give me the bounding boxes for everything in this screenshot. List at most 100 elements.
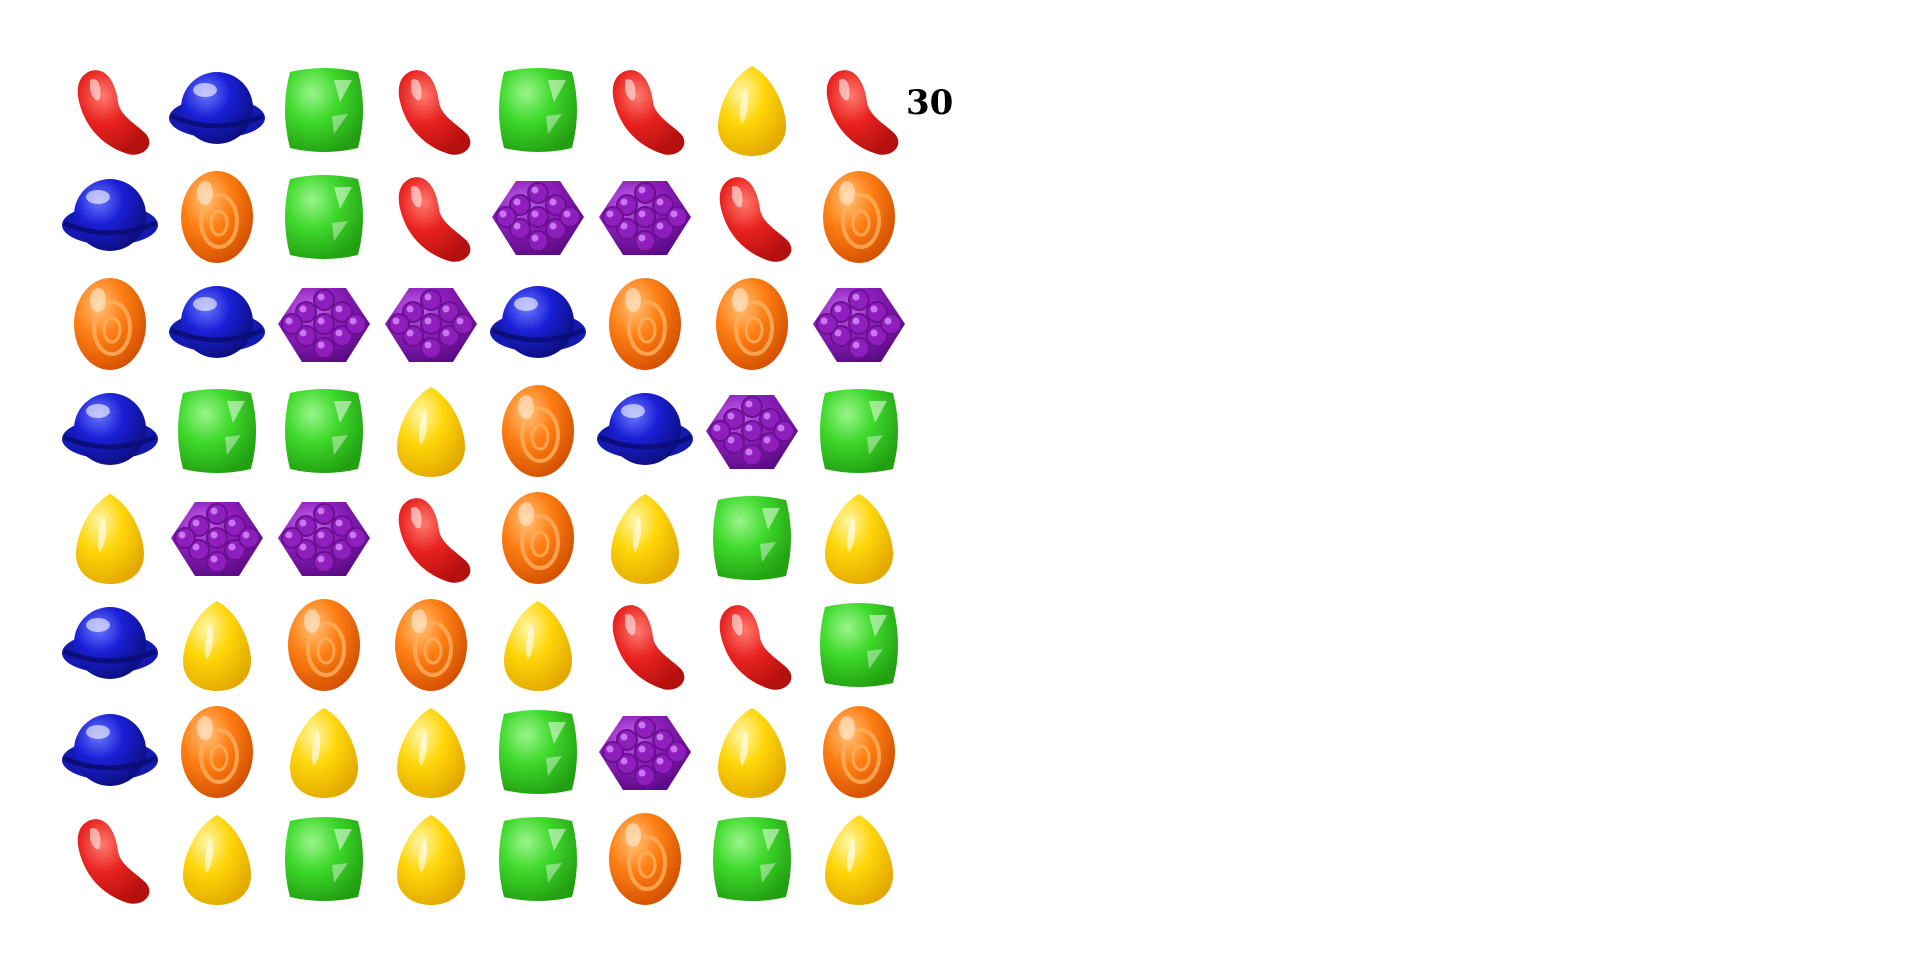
red-jellybean-icon xyxy=(826,69,898,155)
purple-cluster-icon xyxy=(598,715,691,790)
purple-cluster-candy[interactable] xyxy=(591,698,698,805)
yellow-drop-icon xyxy=(396,386,465,477)
red-jellybean-icon xyxy=(612,604,684,690)
blue-lollipop-icon xyxy=(61,713,158,786)
yellow-drop-candy[interactable] xyxy=(163,805,270,912)
yellow-drop-candy[interactable] xyxy=(484,591,591,698)
red-jellybean-candy[interactable] xyxy=(805,56,912,163)
orange-oval-candy[interactable] xyxy=(698,270,805,377)
blue-lollipop-candy[interactable] xyxy=(591,377,698,484)
yellow-drop-candy[interactable] xyxy=(591,484,698,591)
red-jellybean-icon xyxy=(77,818,149,904)
red-jellybean-candy[interactable] xyxy=(377,56,484,163)
orange-oval-candy[interactable] xyxy=(377,591,484,698)
blue-lollipop-icon xyxy=(168,71,265,144)
red-jellybean-candy[interactable] xyxy=(698,163,805,270)
orange-oval-icon xyxy=(180,170,253,263)
blue-lollipop-candy[interactable] xyxy=(56,163,163,270)
purple-cluster-candy[interactable] xyxy=(270,484,377,591)
yellow-drop-icon xyxy=(717,707,786,798)
red-jellybean-candy[interactable] xyxy=(56,805,163,912)
green-square-candy[interactable] xyxy=(270,163,377,270)
purple-cluster-candy[interactable] xyxy=(484,163,591,270)
green-square-candy[interactable] xyxy=(698,484,805,591)
yellow-drop-candy[interactable] xyxy=(377,377,484,484)
purple-cluster-candy[interactable] xyxy=(163,484,270,591)
orange-oval-candy[interactable] xyxy=(484,377,591,484)
red-jellybean-candy[interactable] xyxy=(698,591,805,698)
purple-cluster-candy[interactable] xyxy=(591,163,698,270)
orange-oval-candy[interactable] xyxy=(805,163,912,270)
purple-cluster-icon xyxy=(491,180,584,255)
yellow-drop-candy[interactable] xyxy=(698,56,805,163)
green-square-candy[interactable] xyxy=(270,56,377,163)
green-square-icon xyxy=(284,174,363,259)
green-square-icon xyxy=(284,388,363,473)
red-jellybean-candy[interactable] xyxy=(591,56,698,163)
yellow-drop-icon xyxy=(824,493,893,584)
orange-oval-candy[interactable] xyxy=(163,698,270,805)
blue-lollipop-icon xyxy=(61,392,158,465)
green-square-candy[interactable] xyxy=(270,805,377,912)
green-square-candy[interactable] xyxy=(805,591,912,698)
red-jellybean-candy[interactable] xyxy=(591,591,698,698)
orange-oval-candy[interactable] xyxy=(591,805,698,912)
orange-oval-candy[interactable] xyxy=(270,591,377,698)
orange-oval-candy[interactable] xyxy=(163,163,270,270)
orange-oval-candy[interactable] xyxy=(484,484,591,591)
yellow-drop-candy[interactable] xyxy=(377,805,484,912)
green-square-candy[interactable] xyxy=(484,698,591,805)
yellow-drop-icon xyxy=(717,65,786,156)
green-square-icon xyxy=(712,816,791,901)
yellow-drop-icon xyxy=(396,814,465,905)
green-square-candy[interactable] xyxy=(698,805,805,912)
green-square-candy[interactable] xyxy=(163,377,270,484)
red-jellybean-icon xyxy=(77,69,149,155)
green-square-candy[interactable] xyxy=(805,377,912,484)
red-jellybean-icon xyxy=(398,176,470,262)
green-square-icon xyxy=(498,816,577,901)
purple-cluster-icon xyxy=(598,180,691,255)
red-jellybean-candy[interactable] xyxy=(56,56,163,163)
orange-oval-icon xyxy=(715,277,788,370)
yellow-drop-candy[interactable] xyxy=(377,698,484,805)
green-square-candy[interactable] xyxy=(270,377,377,484)
purple-cluster-candy[interactable] xyxy=(377,270,484,377)
red-jellybean-candy[interactable] xyxy=(377,484,484,591)
yellow-drop-icon xyxy=(503,600,572,691)
blue-lollipop-icon xyxy=(61,606,158,679)
yellow-drop-candy[interactable] xyxy=(698,698,805,805)
red-jellybean-icon xyxy=(719,176,791,262)
purple-cluster-candy[interactable] xyxy=(805,270,912,377)
purple-cluster-candy[interactable] xyxy=(270,270,377,377)
orange-oval-icon xyxy=(608,277,681,370)
orange-oval-candy[interactable] xyxy=(56,270,163,377)
orange-oval-candy[interactable] xyxy=(805,698,912,805)
green-square-icon xyxy=(284,67,363,152)
green-square-candy[interactable] xyxy=(484,56,591,163)
blue-lollipop-candy[interactable] xyxy=(163,56,270,163)
green-square-candy[interactable] xyxy=(484,805,591,912)
blue-lollipop-candy[interactable] xyxy=(56,377,163,484)
red-jellybean-candy[interactable] xyxy=(377,163,484,270)
green-square-icon xyxy=(498,709,577,794)
red-jellybean-icon xyxy=(612,69,684,155)
yellow-drop-candy[interactable] xyxy=(163,591,270,698)
orange-oval-icon xyxy=(73,277,146,370)
yellow-drop-candy[interactable] xyxy=(270,698,377,805)
purple-cluster-icon xyxy=(812,287,905,362)
orange-oval-icon xyxy=(822,170,895,263)
blue-lollipop-candy[interactable] xyxy=(56,591,163,698)
blue-lollipop-candy[interactable] xyxy=(484,270,591,377)
yellow-drop-candy[interactable] xyxy=(805,484,912,591)
orange-oval-candy[interactable] xyxy=(591,270,698,377)
yellow-drop-candy[interactable] xyxy=(56,484,163,591)
score-counter: 30 xyxy=(906,83,954,123)
orange-oval-icon xyxy=(501,384,574,477)
yellow-drop-candy[interactable] xyxy=(805,805,912,912)
purple-cluster-icon xyxy=(705,394,798,469)
purple-cluster-candy[interactable] xyxy=(698,377,805,484)
blue-lollipop-candy[interactable] xyxy=(163,270,270,377)
blue-lollipop-candy[interactable] xyxy=(56,698,163,805)
blue-lollipop-icon xyxy=(61,178,158,251)
